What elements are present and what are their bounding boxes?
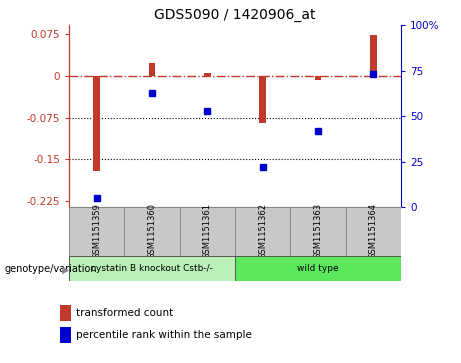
Bar <box>260 76 266 123</box>
Bar <box>370 36 377 76</box>
Bar <box>235 256 401 281</box>
Bar <box>149 64 155 76</box>
Text: GSM1151362: GSM1151362 <box>258 203 267 260</box>
Text: genotype/variation: genotype/variation <box>5 264 97 274</box>
Bar <box>204 73 211 76</box>
Text: cystatin B knockout Cstb-/-: cystatin B knockout Cstb-/- <box>91 264 213 273</box>
Text: GSM1151360: GSM1151360 <box>148 203 157 260</box>
Bar <box>69 207 124 256</box>
Bar <box>124 207 180 256</box>
Bar <box>94 76 100 171</box>
Text: percentile rank within the sample: percentile rank within the sample <box>76 330 252 340</box>
Bar <box>69 256 235 281</box>
Text: ▶: ▶ <box>62 264 70 274</box>
Bar <box>180 207 235 256</box>
Text: GSM1151359: GSM1151359 <box>92 204 101 259</box>
Bar <box>346 207 401 256</box>
Text: wild type: wild type <box>297 264 339 273</box>
Text: GSM1151361: GSM1151361 <box>203 203 212 260</box>
Bar <box>315 76 321 80</box>
Bar <box>290 207 346 256</box>
Text: GSM1151363: GSM1151363 <box>313 203 323 260</box>
Title: GDS5090 / 1420906_at: GDS5090 / 1420906_at <box>154 8 316 22</box>
Text: transformed count: transformed count <box>76 308 173 318</box>
Text: GSM1151364: GSM1151364 <box>369 203 378 260</box>
Bar <box>235 207 290 256</box>
